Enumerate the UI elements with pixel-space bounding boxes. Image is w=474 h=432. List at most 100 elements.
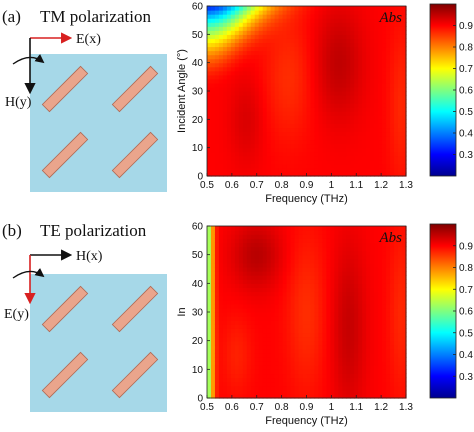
heatmap-cell [346, 336, 351, 342]
resonator [111, 351, 159, 399]
heatmap-cell [302, 275, 308, 280]
heatmap-cell [306, 42, 312, 48]
heatmap-cell [242, 135, 248, 141]
heatmap-cell [366, 393, 371, 399]
heatmap-cell [274, 34, 280, 39]
heatmap-cell [358, 155, 363, 161]
heatmap-cell [342, 62, 347, 68]
heatmap-cell [214, 344, 220, 350]
heatmap-cell [342, 389, 347, 395]
heatmap-cell [218, 303, 224, 309]
heatmap-cell [350, 385, 355, 391]
heatmap-cell [226, 6, 232, 11]
heatmap-cell [290, 42, 296, 48]
heatmap-cell [258, 393, 264, 399]
heatmap-cell [386, 287, 391, 293]
heatmap-cell [334, 22, 339, 27]
heatmap-cell [290, 344, 296, 350]
heatmap-cell [342, 115, 347, 120]
heatmap-cell [286, 389, 292, 395]
heatmap-cell [230, 242, 236, 248]
heatmap-cell [226, 226, 232, 231]
heatmap-cell [394, 295, 399, 301]
heatmap-cell [258, 22, 264, 27]
heatmap-cell [218, 14, 224, 19]
heatmap-cell [207, 369, 212, 375]
heatmap-cell [314, 127, 320, 133]
heatmap-cell [278, 254, 284, 260]
heatmap-cell [294, 139, 300, 145]
heatmap-cell [250, 123, 256, 129]
heatmap-cell [258, 283, 264, 289]
heatmap-cell [254, 155, 260, 161]
heatmap-cell [298, 111, 304, 116]
heatmap-cell [318, 291, 324, 297]
heatmap-cell [266, 163, 272, 169]
colorbar [429, 3, 457, 177]
heatmap-cell [274, 295, 280, 301]
heatmap-cell [242, 303, 248, 309]
heatmap-cell [246, 74, 252, 80]
heatmap-cell [226, 74, 232, 80]
heatmap-cell [378, 291, 383, 297]
heatmap-cell [286, 246, 292, 252]
heatmap-cell [370, 393, 375, 399]
heatmap-cell [230, 143, 236, 149]
heatmap-cell [386, 46, 391, 52]
heatmap-cell [302, 393, 308, 399]
heatmap-cell [258, 54, 264, 60]
heatmap-cell [342, 111, 347, 116]
heatmap-cell [218, 393, 224, 399]
heatmap-cell [230, 316, 236, 321]
heatmap-cell [242, 6, 248, 11]
heatmap-cell [250, 246, 256, 252]
heatmap-cell [330, 66, 335, 72]
heatmap-cell [262, 348, 268, 354]
heatmap-cell [322, 271, 327, 276]
heatmap-cell [210, 123, 216, 129]
heatmap-cell [374, 348, 379, 354]
heatmap-cell [326, 151, 331, 157]
heatmap-cell [250, 226, 256, 231]
heatmap-cell [218, 352, 224, 358]
heatmap-cell [326, 369, 331, 375]
heatmap-cell [330, 123, 335, 129]
heatmap-cell [258, 82, 264, 88]
heatmap-cell [394, 340, 399, 346]
heatmap-cell [207, 246, 212, 252]
heatmap-cell [290, 91, 296, 96]
heatmap-cell [342, 6, 347, 11]
heatmap-cell [218, 336, 224, 342]
heatmap-cell [274, 38, 280, 44]
heatmap-cell [350, 340, 355, 346]
heatmap-cell [214, 262, 220, 268]
heatmap-cell [214, 103, 220, 108]
heatmap-cell [374, 283, 379, 289]
heatmap-cell [366, 14, 371, 19]
heatmap-cell [246, 373, 252, 379]
heatmap-cell [266, 279, 272, 284]
heatmap-cell [342, 344, 347, 350]
heatmap-cell [286, 291, 292, 297]
heatmap-cell [318, 369, 324, 375]
heatmap-cell [230, 74, 236, 80]
heatmap-cell [246, 167, 252, 173]
heatmap-cell [214, 123, 220, 129]
heatmap-cell [334, 328, 339, 334]
heatmap-cell [402, 34, 407, 39]
heatmap-cell [398, 307, 403, 313]
heatmap-cell [302, 147, 308, 153]
heatmap-cell [282, 167, 288, 173]
heatmap-cell [210, 151, 216, 157]
heatmap-cell [262, 303, 268, 309]
heatmap-cell [214, 58, 220, 64]
heatmap-cell [218, 95, 224, 100]
heatmap-cell [210, 82, 216, 88]
heatmap-cell [382, 111, 387, 116]
heatmap-cell [394, 393, 399, 399]
heatmap-cell [350, 332, 355, 338]
heatmap-cell [334, 381, 339, 387]
heatmap-cell [402, 147, 407, 153]
heatmap-cell [286, 167, 292, 173]
heatmap-cell [366, 234, 371, 239]
